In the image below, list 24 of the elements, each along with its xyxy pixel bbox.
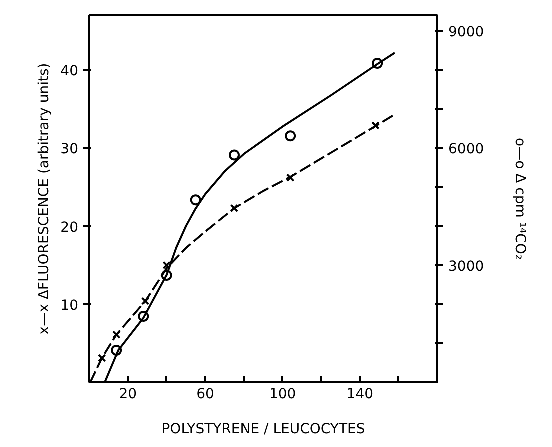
x-tick-label: 140 bbox=[346, 386, 374, 402]
y-tick-label: 40 bbox=[60, 64, 79, 80]
point bbox=[229, 150, 240, 161]
x-tick-label: 20 bbox=[119, 386, 138, 402]
point bbox=[162, 261, 172, 270]
point bbox=[141, 297, 150, 306]
x-tick-label: 100 bbox=[269, 386, 296, 402]
point bbox=[112, 330, 121, 340]
point bbox=[98, 354, 106, 362]
x-tick-label: 60 bbox=[196, 386, 214, 402]
point bbox=[371, 121, 380, 130]
y2-axis-title: o—o Δ cpm ¹⁴CO₂ bbox=[512, 138, 528, 260]
y-tick-label: 20 bbox=[60, 220, 79, 236]
y2-tick-label: 3000 bbox=[448, 258, 484, 275]
y-tick-label: 30 bbox=[60, 142, 79, 158]
y-axis-title: x—x ΔFLUORESCENCE (arbitrary units) bbox=[36, 63, 53, 335]
point bbox=[230, 204, 239, 213]
y2-tick-label: 9000 bbox=[448, 24, 484, 41]
y2-tick-label: 6000 bbox=[448, 142, 484, 158]
x-axis-title: POLYSTYRENE / LEUCOCYTES bbox=[162, 422, 366, 438]
point bbox=[190, 194, 202, 206]
y-tick-label: 10 bbox=[60, 298, 79, 314]
point bbox=[285, 130, 296, 142]
point bbox=[286, 174, 295, 182]
